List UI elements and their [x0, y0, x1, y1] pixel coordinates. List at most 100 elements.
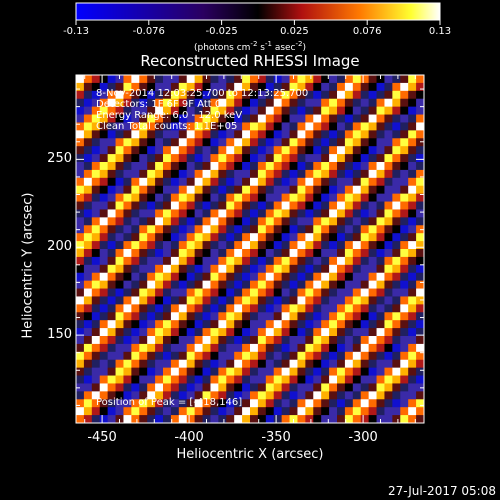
heatmap-cell [155, 280, 164, 290]
heatmap-cell [265, 193, 275, 203]
heatmap-cell [163, 288, 172, 297]
heatmap-cell [170, 154, 180, 163]
heatmap-cell [376, 304, 385, 313]
heatmap-cell [257, 90, 267, 100]
heatmap-cell [123, 162, 132, 171]
heatmap-cell [234, 375, 243, 384]
heatmap-cell [234, 169, 243, 179]
heatmap-cell [376, 130, 385, 139]
heatmap-cell [376, 351, 385, 361]
heatmap-cell [155, 415, 164, 423]
heatmap-cell [202, 138, 211, 147]
heatmap-cell [360, 264, 370, 274]
heatmap-cell [416, 146, 424, 155]
heatmap-cell [76, 304, 85, 313]
heatmap-cell [194, 162, 204, 171]
heatmap-cell [297, 256, 306, 266]
heatmap-cell [107, 130, 117, 139]
heatmap-cell [321, 169, 330, 179]
heatmap-cell [321, 154, 330, 163]
heatmap-cell [202, 177, 211, 187]
heatmap-cell [321, 272, 330, 282]
heatmap-cell [91, 312, 101, 321]
heatmap-cell [210, 256, 219, 266]
heatmap-cell [313, 122, 322, 131]
heatmap-cell [392, 375, 401, 384]
heatmap-cell [76, 122, 85, 131]
heatmap-cell [321, 264, 330, 274]
heatmap-cell [400, 130, 409, 139]
heatmap-cell [250, 256, 259, 266]
heatmap-cell [210, 225, 219, 234]
heatmap-cell [321, 304, 330, 313]
heatmap-cell [147, 177, 156, 187]
heatmap-cell [281, 304, 291, 313]
heatmap-cell [305, 312, 314, 321]
heatmap-cell [226, 82, 235, 92]
heatmap-cell [210, 162, 219, 171]
heatmap-cell [408, 367, 417, 377]
heatmap-cell [170, 209, 180, 218]
heatmap-cell [76, 82, 85, 92]
heatmap-cell [131, 75, 140, 84]
heatmap-cell [257, 336, 267, 345]
heatmap-cell [281, 336, 291, 345]
heatmap-cell [163, 351, 172, 361]
heatmap-cell [242, 391, 251, 400]
heatmap-cell [368, 146, 378, 155]
heatmap-cell [376, 407, 385, 416]
heatmap-cell [337, 288, 346, 297]
heatmap-cell [281, 217, 291, 226]
heatmap-cell [123, 177, 132, 187]
heatmap-cell [329, 233, 338, 242]
heatmap-cell [289, 320, 298, 329]
heatmap-cell [257, 359, 267, 369]
heatmap-cell [210, 304, 219, 313]
heatmap-cell [305, 256, 314, 266]
heatmap-cell [289, 241, 298, 250]
heatmap-cell [297, 312, 306, 321]
heatmap-cell [170, 217, 180, 226]
heatmap-cell [91, 90, 101, 100]
heatmap-cell [305, 75, 314, 84]
heatmap-cell [147, 304, 156, 313]
heatmap-cell [352, 407, 362, 416]
heatmap-cell [305, 154, 314, 163]
heatmap-cell [123, 185, 132, 195]
heatmap-cell [242, 233, 251, 242]
heatmap-cell [416, 328, 424, 337]
heatmap-cell [400, 264, 409, 274]
heatmap-cell [337, 138, 346, 147]
heatmap-cell [139, 233, 148, 242]
heatmap-cell [416, 304, 424, 313]
heatmap-cell [344, 146, 354, 155]
heatmap-cell [83, 162, 93, 171]
heatmap-cell [186, 146, 196, 155]
heatmap-cell [242, 407, 251, 416]
heatmap-cell [408, 106, 417, 116]
heatmap-cell [194, 114, 204, 123]
heatmap-cell [360, 415, 370, 423]
heatmap-cell [281, 367, 291, 377]
heatmap-cell [400, 296, 409, 305]
heatmap-cell [408, 193, 417, 203]
heatmap-cell [416, 209, 424, 218]
heatmap-cell [321, 383, 330, 392]
heatmap-cell [226, 209, 235, 218]
heatmap-cell [218, 162, 227, 171]
heatmap-cell [289, 399, 298, 408]
heatmap-cell [178, 90, 188, 100]
heatmap-cell [313, 320, 322, 329]
heatmap-cell [289, 162, 298, 171]
heatmap-cell [384, 98, 393, 108]
heatmap-cell [305, 169, 314, 179]
heatmap-cell [186, 154, 196, 163]
heatmap-cell [408, 272, 417, 282]
heatmap-cell [329, 312, 338, 321]
heatmap-cell [115, 209, 124, 218]
heatmap-cell [321, 320, 330, 329]
heatmap-cell [265, 225, 275, 234]
heatmap-cell [76, 383, 85, 392]
heatmap-cell [313, 367, 322, 377]
heatmap-cell [186, 122, 196, 131]
